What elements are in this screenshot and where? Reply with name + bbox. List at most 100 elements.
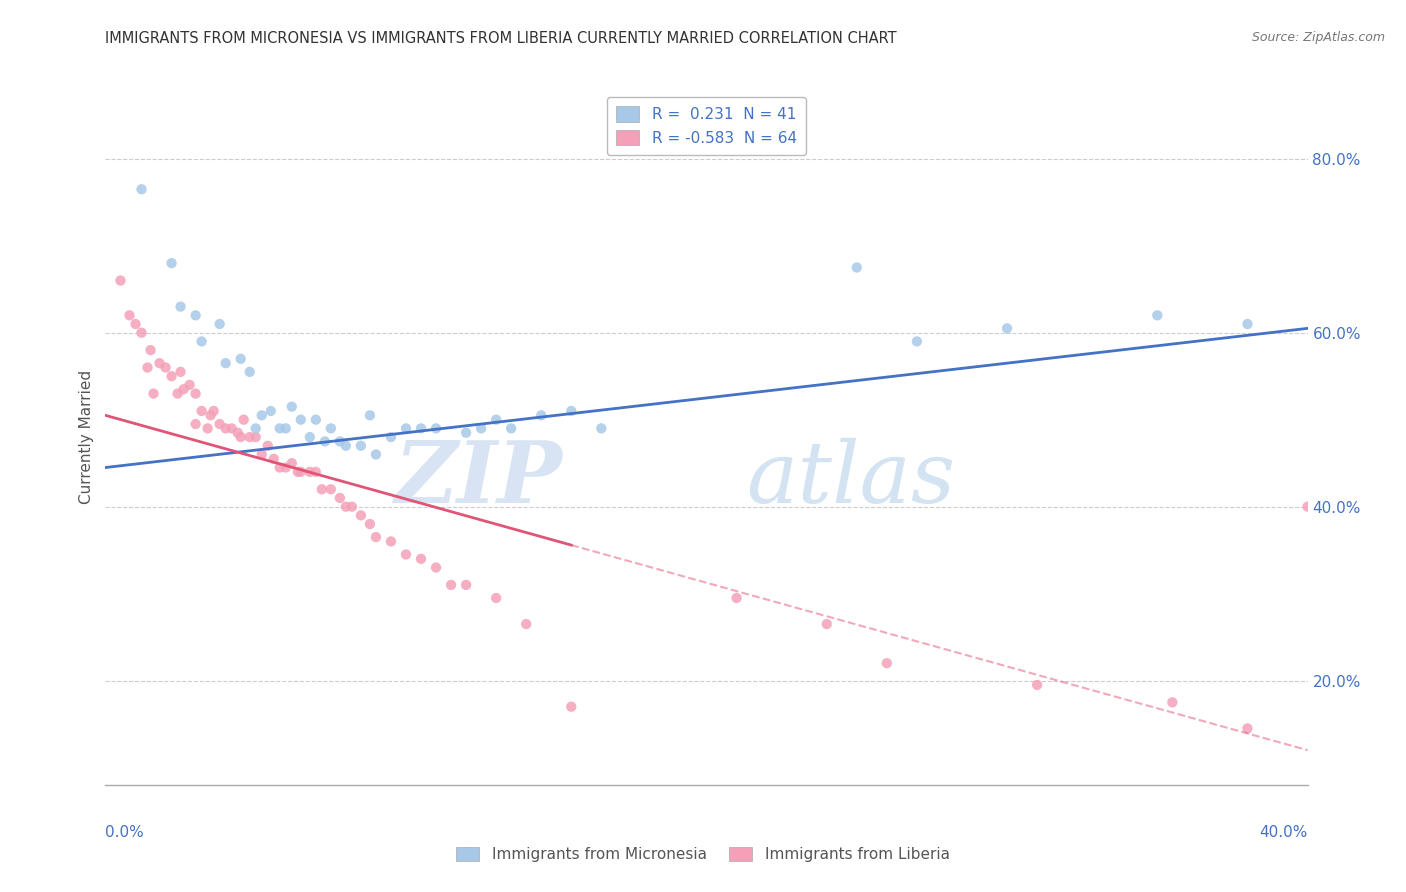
Point <box>208 417 231 431</box>
Point <box>281 456 304 470</box>
Point <box>274 421 297 435</box>
Point <box>256 439 278 453</box>
Point <box>190 334 212 349</box>
Point <box>263 451 285 466</box>
Point <box>359 409 381 423</box>
Point <box>314 434 336 449</box>
Point <box>229 351 252 366</box>
Point <box>110 273 132 287</box>
Point <box>260 404 283 418</box>
Text: IMMIGRANTS FROM MICRONESIA VS IMMIGRANTS FROM LIBERIA CURRENTLY MARRIED CORRELAT: IMMIGRANTS FROM MICRONESIA VS IMMIGRANTS… <box>105 31 897 46</box>
Point <box>329 491 352 505</box>
Point <box>245 421 267 435</box>
Point <box>364 530 387 544</box>
Point <box>1236 722 1258 736</box>
Point <box>305 412 328 426</box>
Point <box>305 465 328 479</box>
Point <box>226 425 249 440</box>
Point <box>815 617 838 632</box>
Point <box>179 377 201 392</box>
Point <box>311 482 333 496</box>
Point <box>560 404 582 418</box>
Point <box>173 382 195 396</box>
Point <box>290 412 312 426</box>
Point <box>530 409 553 423</box>
Point <box>845 260 868 275</box>
Point <box>501 421 523 435</box>
Point <box>155 360 177 375</box>
Point <box>197 421 219 435</box>
Point <box>485 412 508 426</box>
Text: 0.0%: 0.0% <box>105 825 145 840</box>
Point <box>124 317 146 331</box>
Point <box>214 356 236 370</box>
Point <box>409 551 432 566</box>
Point <box>425 421 447 435</box>
Point <box>1236 317 1258 331</box>
Point <box>160 369 183 384</box>
Point <box>485 591 508 605</box>
Point <box>995 321 1018 335</box>
Point <box>269 460 291 475</box>
Point <box>184 309 207 323</box>
Text: 40.0%: 40.0% <box>1260 825 1308 840</box>
Y-axis label: Currently Married: Currently Married <box>79 370 94 504</box>
Point <box>281 400 304 414</box>
Point <box>1161 695 1184 709</box>
Point <box>290 465 312 479</box>
Point <box>160 256 183 270</box>
Point <box>350 508 373 523</box>
Point <box>214 421 236 435</box>
Point <box>139 343 162 358</box>
Point <box>221 421 243 435</box>
Point <box>166 386 188 401</box>
Point <box>298 465 321 479</box>
Point <box>239 365 262 379</box>
Point <box>169 300 191 314</box>
Point <box>142 386 165 401</box>
Point <box>118 309 141 323</box>
Point <box>239 430 262 444</box>
Point <box>190 404 212 418</box>
Text: atlas: atlas <box>747 437 955 520</box>
Point <box>1296 500 1319 514</box>
Legend: Immigrants from Micronesia, Immigrants from Liberia: Immigrants from Micronesia, Immigrants f… <box>450 840 956 868</box>
Point <box>136 360 159 375</box>
Point <box>335 500 357 514</box>
Point <box>319 482 342 496</box>
Point <box>454 425 477 440</box>
Point <box>1026 678 1049 692</box>
Point <box>409 421 432 435</box>
Point <box>274 460 297 475</box>
Point <box>515 617 537 632</box>
Point <box>425 560 447 574</box>
Point <box>202 404 225 418</box>
Point <box>250 447 273 462</box>
Point <box>395 421 418 435</box>
Point <box>560 699 582 714</box>
Point <box>725 591 748 605</box>
Text: ZIP: ZIP <box>395 437 562 521</box>
Point <box>245 430 267 444</box>
Point <box>131 182 153 196</box>
Point <box>287 465 309 479</box>
Point <box>905 334 928 349</box>
Legend: R =  0.231  N = 41, R = -0.583  N = 64: R = 0.231 N = 41, R = -0.583 N = 64 <box>607 97 806 155</box>
Point <box>131 326 153 340</box>
Point <box>184 386 207 401</box>
Point <box>454 578 477 592</box>
Point <box>395 548 418 562</box>
Point <box>380 534 402 549</box>
Point <box>1146 309 1168 323</box>
Point <box>232 412 254 426</box>
Point <box>340 500 363 514</box>
Point <box>350 439 373 453</box>
Text: Source: ZipAtlas.com: Source: ZipAtlas.com <box>1251 31 1385 45</box>
Point <box>200 409 222 423</box>
Point <box>250 409 273 423</box>
Point <box>591 421 613 435</box>
Point <box>364 447 387 462</box>
Point <box>329 434 352 449</box>
Point <box>359 516 381 531</box>
Point <box>876 657 898 671</box>
